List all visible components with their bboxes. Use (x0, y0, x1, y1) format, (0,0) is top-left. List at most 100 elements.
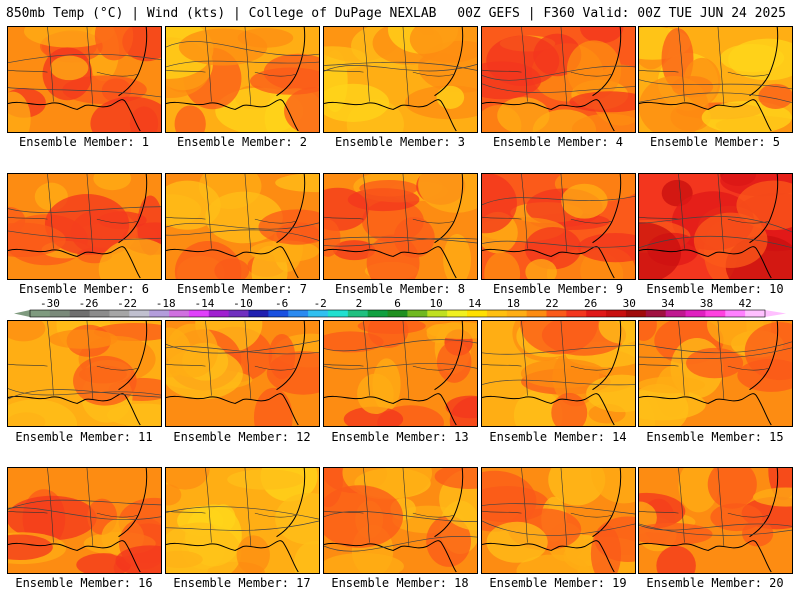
state-border (86, 27, 94, 106)
state-border (86, 174, 94, 253)
height-contour (639, 523, 792, 531)
state-border (402, 468, 410, 547)
coastline (639, 393, 772, 426)
state-border (717, 468, 725, 547)
temperature-blob (497, 97, 550, 132)
coastline (482, 393, 615, 426)
temperature-blob (24, 27, 115, 48)
coastline (166, 246, 299, 279)
temperature-blob (569, 91, 635, 113)
temperature-blob (656, 545, 696, 573)
colorbar-tick-label: 22 (545, 297, 558, 310)
temperature-blob (736, 180, 792, 231)
ensemble-member-map (7, 320, 162, 427)
temperature-blob (367, 321, 409, 348)
ensemble-member-map (165, 320, 320, 427)
temperature-blob (324, 331, 384, 353)
state-border (166, 69, 206, 73)
coastline (8, 99, 141, 132)
ensemble-member-label: Ensemble Member: 5 (649, 135, 781, 149)
state-border (639, 216, 679, 220)
colorbar-swatch (248, 310, 269, 317)
colorbar-swatch (606, 310, 627, 317)
temperature-blob (8, 321, 46, 342)
temperature-blob (566, 40, 622, 100)
state-border (254, 218, 297, 224)
height-contour (639, 235, 792, 249)
height-contour (482, 520, 635, 536)
state-border (363, 468, 370, 543)
height-contour (8, 507, 161, 520)
state-border (47, 468, 54, 543)
temperature-blob (107, 403, 161, 426)
state-border (96, 512, 139, 518)
height-contour (8, 388, 161, 396)
state-border (8, 363, 48, 367)
temperature-blob (524, 226, 582, 270)
state-border (244, 468, 252, 547)
state-border (363, 27, 370, 102)
temperature-blob (236, 535, 270, 573)
state-border (482, 363, 522, 367)
state-border (570, 365, 613, 371)
temperature-blob (728, 38, 792, 81)
colorbar-swatch (109, 310, 130, 317)
height-contour (166, 229, 319, 241)
state-border (8, 510, 48, 514)
height-contour (324, 61, 477, 71)
ensemble-member-map (638, 173, 793, 280)
coastline (166, 540, 299, 573)
ensemble-member-map (638, 320, 793, 427)
temperature-blob (594, 516, 635, 563)
state-border (324, 363, 364, 367)
ensemble-member-label: Ensemble Member: 2 (176, 135, 308, 149)
ensemble-member-map (323, 467, 478, 574)
height-contour (639, 79, 792, 90)
state-border (254, 512, 297, 518)
coastline (8, 246, 141, 279)
state-border (402, 321, 410, 400)
colorbar-swatch (268, 310, 289, 317)
colorbar-swatch (288, 310, 309, 317)
coastline (324, 246, 457, 279)
state-border (639, 510, 679, 514)
state-border (166, 216, 206, 220)
temperature-blob (484, 252, 521, 279)
temperature-blob (486, 521, 548, 563)
temperature-blob (115, 545, 161, 573)
colorbar-tick-label: -10 (233, 297, 253, 310)
height-contour (482, 503, 635, 515)
state-border (244, 27, 252, 106)
coastline (639, 99, 772, 132)
ensemble-member-map (323, 173, 478, 280)
coastline (482, 246, 615, 279)
temperature-colorbar: -30 -26 -22 -18 -14 -10 -6 -2 2 6 10 14 18 22 26 30 34 38… (14, 297, 786, 318)
colorbar-tick-label: 38 (700, 297, 713, 310)
state-border (678, 27, 685, 102)
temperature-blob (443, 233, 471, 279)
colorbar-swatch (665, 310, 687, 317)
state-border (47, 321, 54, 396)
colorbar-tick-label: 30 (623, 297, 636, 310)
state-border (727, 71, 770, 77)
coastline (434, 321, 464, 391)
temperature-blob (426, 322, 477, 340)
temperature-blob (753, 487, 792, 507)
colorbar-swatch (89, 310, 110, 317)
coastline (434, 27, 464, 97)
state-border (47, 27, 54, 102)
ensemble-member-label: Ensemble Member: 1 (18, 135, 150, 149)
coastline (118, 468, 148, 538)
height-contour (639, 347, 792, 359)
state-border (86, 468, 94, 547)
coastline (324, 99, 457, 132)
coastline (276, 174, 306, 244)
temperature-blob (591, 468, 635, 504)
temperature-blob (8, 399, 78, 426)
height-contour (482, 240, 635, 248)
coastline (639, 246, 772, 279)
state-border (244, 321, 252, 400)
height-contour (166, 41, 319, 56)
height-contour (8, 53, 161, 64)
height-contour (324, 237, 477, 247)
